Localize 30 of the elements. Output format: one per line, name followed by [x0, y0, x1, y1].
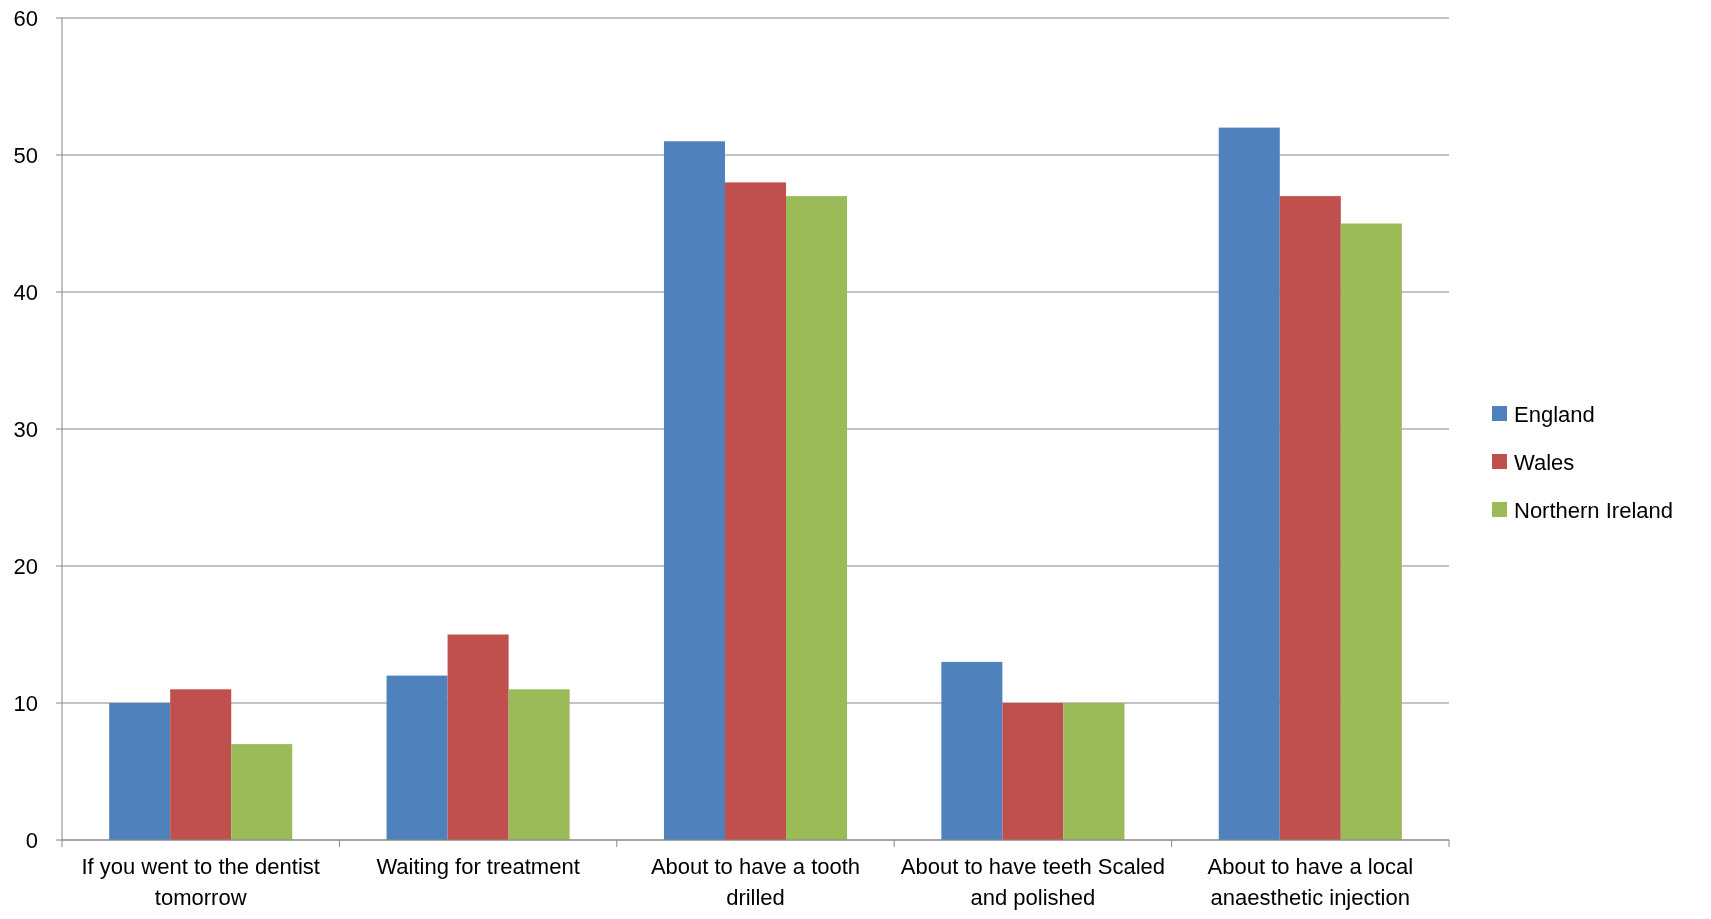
legend-label: England — [1514, 401, 1595, 427]
bar — [508, 689, 570, 840]
x-tick-label: Waiting for treatment — [376, 854, 580, 879]
bar — [663, 141, 725, 840]
bar — [786, 196, 848, 840]
bar — [447, 634, 509, 840]
y-tick-label: 30 — [13, 416, 38, 442]
bar — [1340, 223, 1402, 840]
bar — [231, 744, 293, 840]
x-tick-label: About to have a tooth drilled — [650, 854, 861, 910]
y-tick-label: 50 — [13, 142, 38, 168]
bar — [724, 182, 787, 840]
legend-label: Northern Ireland — [1514, 497, 1673, 523]
y-tick-label: 60 — [13, 5, 38, 31]
y-tick-label: 0 — [25, 827, 38, 853]
legend-label: Wales — [1514, 449, 1575, 475]
y-tick-label: 20 — [13, 553, 38, 579]
bar — [386, 675, 448, 840]
x-tick-label: About to have teeth Scaled and polished — [900, 854, 1165, 910]
y-tick-label: 40 — [13, 279, 38, 305]
x-tick-label: About to have a local anaesthetic injection — [1207, 854, 1414, 910]
bar — [1279, 196, 1341, 840]
bar — [941, 661, 1003, 840]
bar — [170, 689, 232, 840]
x-tick-label: If you went to the dentist tomorrow — [81, 854, 320, 910]
y-tick-label: 10 — [13, 690, 38, 716]
bar — [109, 703, 171, 840]
bar — [1063, 703, 1125, 840]
bar — [1218, 127, 1280, 840]
bar — [1002, 703, 1064, 840]
